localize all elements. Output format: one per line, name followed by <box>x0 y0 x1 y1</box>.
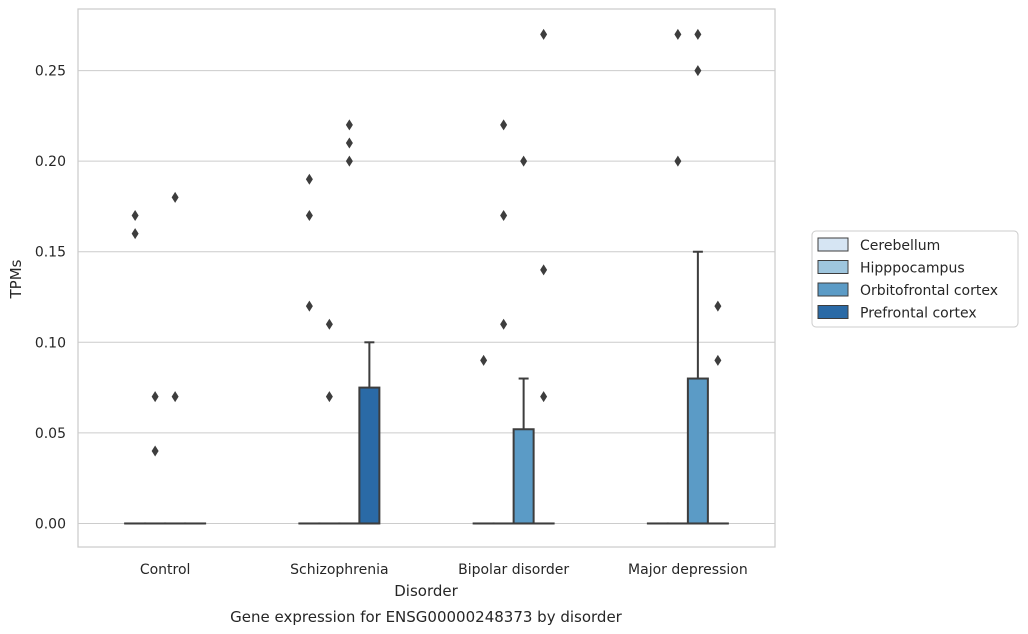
box-prefrontal-cortex <box>706 300 729 525</box>
box-cerebellum <box>472 354 495 525</box>
x-tick-label: Schizophrenia <box>290 562 388 578</box>
outlier-point <box>151 445 159 457</box>
outlier-point <box>345 119 353 131</box>
box-body <box>686 377 709 525</box>
outlier-point <box>171 391 179 403</box>
outlier-point <box>540 391 548 403</box>
box-orbitofrontal-cortex <box>338 119 361 525</box>
outlier-point <box>694 28 702 40</box>
y-tick-label: 0.20 <box>35 154 66 170</box>
x-tick-label: Major depression <box>628 562 748 578</box>
legend-swatch <box>817 305 849 319</box>
boxes <box>124 28 729 525</box>
outlier-point <box>325 318 333 330</box>
x-tick-label: Control <box>140 562 191 578</box>
outlier-point <box>480 354 488 366</box>
outlier-point <box>325 391 333 403</box>
box-cerebellum <box>298 173 321 525</box>
box-body <box>358 386 381 525</box>
outlier-point <box>305 210 313 222</box>
legend-swatch <box>817 282 849 297</box>
y-tick-label: 0.15 <box>35 245 66 261</box>
legend-label: Cerebellum <box>860 238 940 254</box>
box-prefrontal-cortex <box>358 341 381 525</box>
chart-caption: Gene expression for ENSG00000248373 by d… <box>230 608 623 626</box>
x-axis-label: Disorder <box>394 582 458 600</box>
axes: 0.00 0.05 0.10 0.15 0.20 0.25 Control Schizophr… <box>35 8 776 578</box>
outlier-point <box>345 155 353 167</box>
box-orbitofrontal-cortex <box>686 28 709 525</box>
legend-swatch <box>817 260 849 274</box>
y-tick-label: 0.25 <box>35 64 66 80</box>
outlier-point <box>674 155 682 167</box>
outlier-point <box>674 28 682 40</box>
outlier-point <box>151 391 159 403</box>
outlier-point <box>714 300 722 312</box>
box-body <box>512 428 535 525</box>
box-orbitofrontal-cortex <box>512 155 535 525</box>
y-tick-label: 0.00 <box>35 516 66 532</box>
outlier-point <box>345 137 353 149</box>
y-axis-label: TPMs <box>7 259 25 299</box>
box-hipppocampus <box>492 119 515 525</box>
y-tick-label: 0.05 <box>35 426 66 442</box>
outlier-point <box>305 173 313 185</box>
plot-frame <box>77 8 776 548</box>
box-prefrontal-cortex <box>532 28 555 525</box>
outlier-point <box>305 300 313 312</box>
outlier-point <box>500 210 508 222</box>
x-tick-label: Bipolar disorder <box>458 562 569 578</box>
legend-label: Prefrontal cortex <box>860 306 977 322</box>
outlier-point <box>540 28 548 40</box>
y-tick-label: 0.10 <box>35 335 66 351</box>
outlier-point <box>131 228 139 240</box>
box-hipppocampus <box>666 28 689 525</box>
outlier-point <box>500 119 508 131</box>
outlier-point <box>694 65 702 77</box>
outlier-point <box>540 264 548 276</box>
outlier-point <box>171 191 179 203</box>
outlier-point <box>714 354 722 366</box>
outlier-point <box>500 318 508 330</box>
outlier-point <box>131 210 139 222</box>
legend-box <box>811 230 1019 328</box>
legend: Cerebellum Hipppocampus Orbitofrontal cort… <box>811 230 1019 328</box>
legend-label: Hipppocampus <box>860 261 965 277</box>
legend-swatch <box>817 237 849 252</box>
outlier-point <box>520 155 528 167</box>
legend-label: Orbitofrontal cortex <box>860 283 998 299</box>
